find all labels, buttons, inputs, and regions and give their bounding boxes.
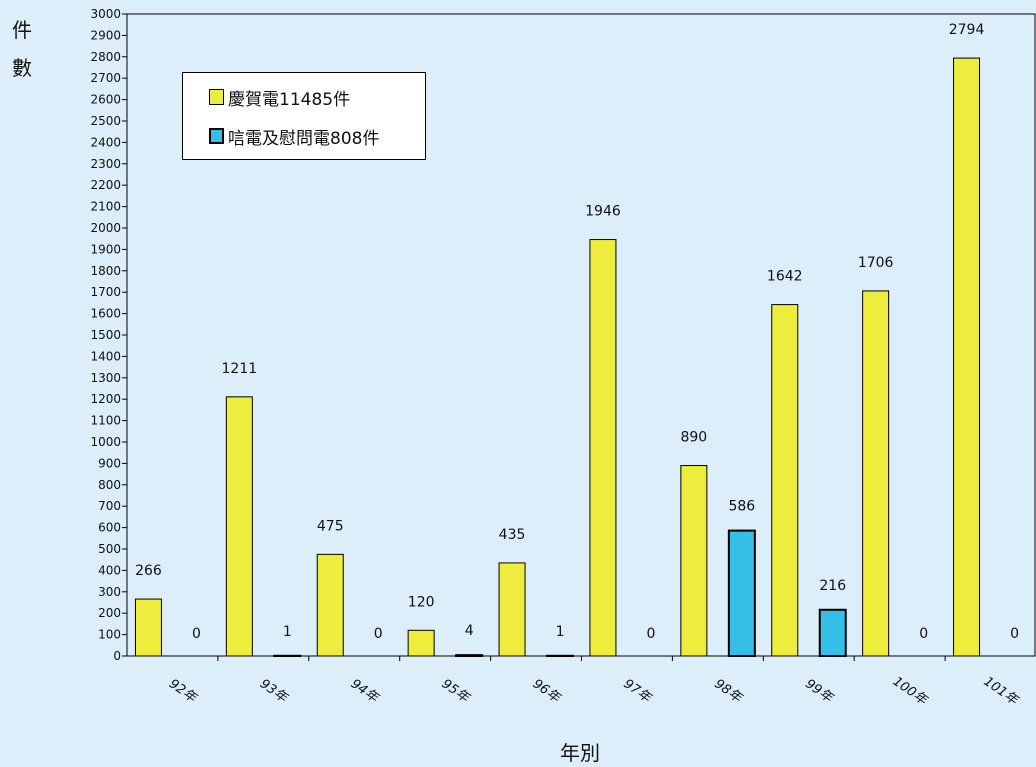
legend-swatch-yellow [209,89,224,105]
data-label-congratulations: 120 [408,594,435,610]
data-label-condolence: 216 [819,578,846,594]
y-tick-label: 700 [98,499,121,513]
data-label-congratulations: 1946 [585,204,621,220]
bar-condolence [727,529,756,658]
y-tick-label: 3000 [90,7,121,21]
legend-item-condolence: 唁電及慰問電808件 [209,126,380,149]
bar-congratulations [134,598,162,657]
x-category-label: 92年 [166,677,200,707]
y-tick-label: 2200 [90,178,121,192]
x-category-label: 101年 [981,674,1022,709]
y-tick-label: 0 [113,649,121,663]
x-category-label: 99年 [802,677,836,707]
data-label-condolence: 0 [374,626,383,642]
y-tick-label: 1300 [90,371,121,385]
y-tick-label: 200 [98,606,121,620]
y-tick-label: 500 [98,542,121,556]
data-label-congratulations: 475 [317,518,344,534]
data-label-condolence: 0 [1010,626,1019,642]
y-axis-label-char-2: 數 [12,56,32,80]
y-tick-label: 2300 [90,157,121,171]
x-axis-label: 年別 [560,741,600,765]
y-tick-label: 1900 [90,242,121,256]
data-label-congratulations: 266 [135,563,162,579]
data-label-congratulations: 1706 [858,255,894,271]
bar-congratulations [407,629,435,657]
y-tick-label: 1400 [90,349,121,363]
bar-congratulations [225,396,253,657]
data-label-condolence: 586 [728,499,755,515]
data-label-condolence: 0 [919,626,928,642]
x-category-label: 95年 [439,677,473,707]
bar-congratulations [771,304,799,657]
x-category-label: 96年 [530,677,564,707]
x-category-label: 93年 [257,677,291,707]
bar-condolence [818,608,847,657]
bar-congratulations [498,562,526,657]
bar-congratulations [589,239,617,657]
y-tick-label: 2800 [90,50,121,64]
data-label-congratulations: 435 [499,527,526,543]
data-label-congratulations: 890 [680,430,707,446]
y-tick-label: 2900 [90,28,121,42]
y-tick-label: 2400 [90,135,121,149]
legend-swatch-blue [209,128,224,144]
y-tick-label: 300 [98,585,121,599]
y-tick-label: 1100 [90,414,121,428]
data-label-congratulations: 2794 [949,22,985,38]
y-tick-label: 1000 [90,435,121,449]
y-tick-label: 2700 [90,71,121,85]
y-tick-label: 900 [98,456,121,470]
bar-congratulations [953,57,981,657]
data-label-condolence: 4 [465,623,474,639]
y-tick-label: 2000 [90,221,121,235]
y-tick-label: 600 [98,521,121,535]
y-tick-label: 800 [98,478,121,492]
data-label-congratulations: 1211 [222,361,258,377]
legend-label-congratulations: 慶賀電11485件 [228,89,351,110]
bar-congratulations [316,553,344,657]
data-label-condolence: 0 [646,626,655,642]
data-label-condolence: 1 [556,624,565,640]
y-tick-label: 400 [98,563,121,577]
y-tick-label: 1200 [90,392,121,406]
x-category-label: 97年 [621,677,655,707]
x-category-label: 94年 [348,677,382,707]
y-tick-label: 2600 [90,93,121,107]
legend-item-congratulations: 慶賀電11485件 [209,87,351,110]
bar-condolence [455,654,484,657]
bar-congratulations [862,290,890,657]
y-tick-label: 100 [98,628,121,642]
y-axis-label-char-1: 件 [12,18,32,42]
data-label-congratulations: 1642 [767,269,803,285]
y-tick-label: 2100 [90,200,121,214]
x-category-label: 98年 [711,677,745,707]
y-tick-label: 2500 [90,114,121,128]
y-tick-label: 1700 [90,285,121,299]
y-tick-label: 1800 [90,264,121,278]
legend-label-condolence: 唁電及慰問電808件 [228,128,380,149]
chart-legend: 慶賀電11485件 唁電及慰問電808件 [182,72,426,160]
y-tick-label: 1500 [90,328,121,342]
y-tick-label: 1600 [90,307,121,321]
bar-congratulations [680,465,708,657]
data-label-condolence: 0 [192,626,201,642]
data-label-condolence: 1 [283,624,292,640]
x-category-label: 100年 [890,674,931,709]
